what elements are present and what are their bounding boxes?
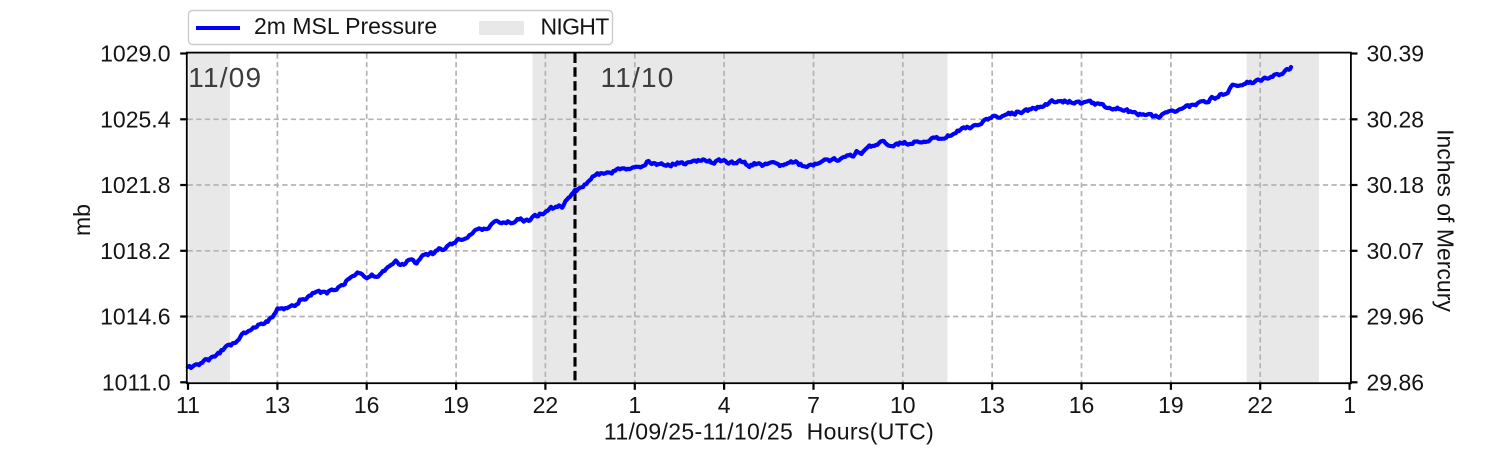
svg-text:1014.6: 1014.6 [100,304,170,330]
svg-text:1: 1 [628,392,641,418]
svg-text:16: 16 [354,392,380,418]
svg-text:11/09/25-11/10/25 Hours(UTC): 11/09/25-11/10/25 Hours(UTC) [604,419,934,445]
svg-text:22: 22 [1247,392,1273,418]
svg-text:29.86: 29.86 [1367,369,1425,395]
svg-text:NIGHT: NIGHT [541,14,610,40]
svg-text:30.07: 30.07 [1367,238,1425,264]
svg-text:1029.0: 1029.0 [100,41,170,67]
svg-text:29.96: 29.96 [1367,304,1425,330]
svg-text:13: 13 [265,392,291,418]
svg-text:11/09: 11/09 [188,62,262,93]
svg-text:30.39: 30.39 [1367,41,1425,67]
svg-text:22: 22 [533,392,559,418]
svg-text:1021.8: 1021.8 [100,172,170,198]
svg-text:1025.4: 1025.4 [100,106,171,132]
svg-text:1: 1 [1343,392,1356,418]
svg-text:30.28: 30.28 [1367,106,1425,132]
svg-text:11: 11 [176,392,200,418]
svg-text:7: 7 [807,392,820,418]
svg-text:30.18: 30.18 [1367,172,1425,198]
svg-text:Inches of Mercury: Inches of Mercury [1433,129,1459,312]
svg-text:1018.2: 1018.2 [100,238,170,264]
svg-text:19: 19 [1158,392,1184,418]
svg-text:4: 4 [718,392,731,418]
svg-text:11/10: 11/10 [601,62,675,93]
svg-text:mb: mb [69,204,95,236]
svg-text:19: 19 [443,392,469,418]
svg-text:10: 10 [890,392,916,418]
svg-text:16: 16 [1069,392,1095,418]
svg-text:13: 13 [979,392,1005,418]
svg-text:2m MSL Pressure: 2m MSL Pressure [254,13,437,39]
svg-text:1011.0: 1011.0 [102,369,171,395]
